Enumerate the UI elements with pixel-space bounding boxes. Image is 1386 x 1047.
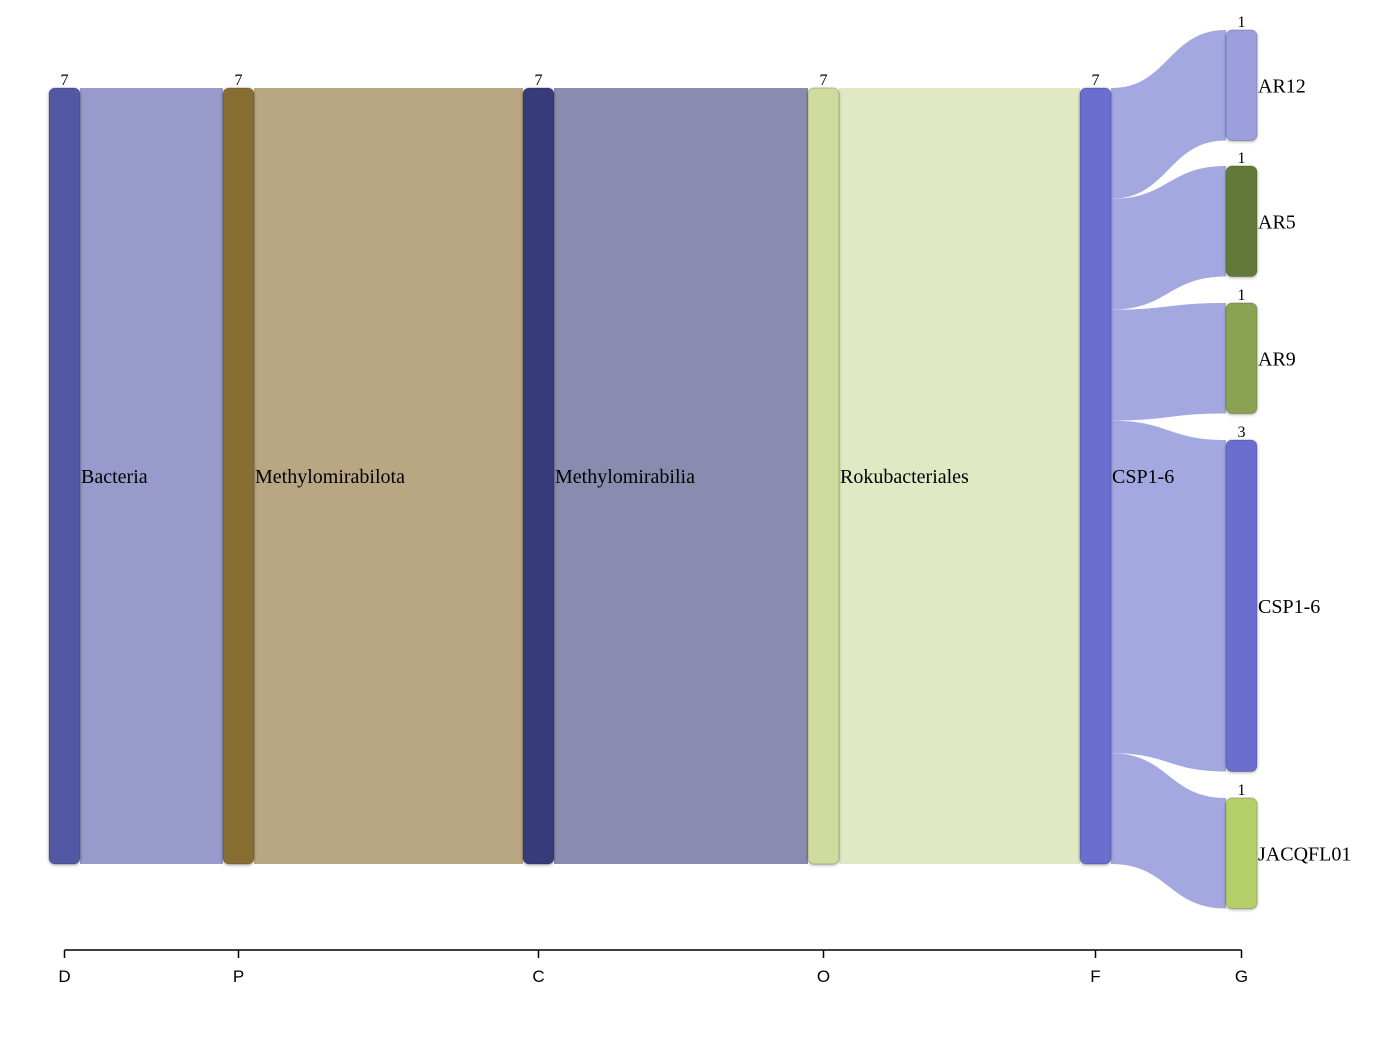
axis-tick-label-C: C — [532, 967, 544, 986]
node-ar12[interactable] — [1225, 29, 1258, 141]
node-count-rokubacteriales: 7 — [820, 72, 828, 89]
link-csp16f-csp16g — [1111, 420, 1226, 772]
node-count-csp16f: 7 — [1092, 72, 1100, 89]
node-count-ar9: 1 — [1238, 287, 1246, 304]
node-label-ar12: AR12 — [1258, 75, 1306, 97]
axis-tick-label-D: D — [58, 967, 70, 986]
node-count-ar5: 1 — [1238, 150, 1246, 167]
node-label-rokubacteriales: Rokubacteriales — [840, 466, 969, 488]
node-label-ar5: AR5 — [1258, 211, 1296, 233]
node-label-ar9: AR9 — [1258, 348, 1296, 370]
node-count-ar12: 1 — [1238, 14, 1246, 31]
link-bacteria-methylomirabilota — [80, 88, 223, 864]
node-count-csp16g: 3 — [1238, 424, 1246, 441]
node-count-methylomirabilota: 7 — [235, 72, 243, 89]
axis-tick-label-F: F — [1090, 967, 1100, 986]
axis-tick-label-G: G — [1235, 967, 1248, 986]
node-count-jacqfl01: 1 — [1238, 782, 1246, 799]
node-methylomirabilia[interactable] — [522, 87, 555, 865]
link-csp16f-jacqfl01 — [1111, 753, 1226, 909]
link-csp16f-ar9 — [1111, 303, 1226, 421]
link-methylomirabilota-methylomirabilia — [254, 88, 523, 864]
node-label-methylomirabilia: Methylomirabilia — [555, 466, 695, 488]
axis-tick-label-P: P — [233, 967, 244, 986]
node-methylomirabilota[interactable] — [222, 87, 255, 865]
node-label-methylomirabilota: Methylomirabilota — [255, 466, 405, 488]
link-rokubacteriales-csp16f — [839, 88, 1080, 864]
node-count-methylomirabilia: 7 — [535, 72, 543, 89]
nodes-layer — [48, 29, 1258, 909]
labels-layer: 7 Bacteria 7 Methylomirabilota 7 Methylomirab… — [61, 14, 1352, 865]
axis-tick-label-O: O — [817, 967, 830, 986]
link-csp16f-ar12 — [1111, 30, 1226, 199]
node-csp16f[interactable] — [1079, 87, 1112, 865]
node-csp16g[interactable] — [1225, 439, 1258, 772]
node-label-csp16f: CSP1-6 — [1112, 466, 1174, 488]
node-label-jacqfl01: JACQFL01 — [1258, 843, 1351, 865]
link-csp16f-ar5 — [1111, 166, 1226, 310]
node-label-csp16g: CSP1-6 — [1258, 596, 1320, 618]
links-layer — [80, 30, 1226, 909]
node-ar5[interactable] — [1225, 165, 1258, 277]
node-bacteria[interactable] — [48, 87, 81, 865]
link-methylomirabilia-rokubacteriales — [554, 88, 808, 864]
node-jacqfl01[interactable] — [1225, 797, 1258, 909]
node-count-bacteria: 7 — [61, 72, 69, 89]
node-rokubacteriales[interactable] — [807, 87, 840, 865]
node-label-bacteria: Bacteria — [81, 466, 148, 488]
node-ar9[interactable] — [1225, 302, 1258, 414]
